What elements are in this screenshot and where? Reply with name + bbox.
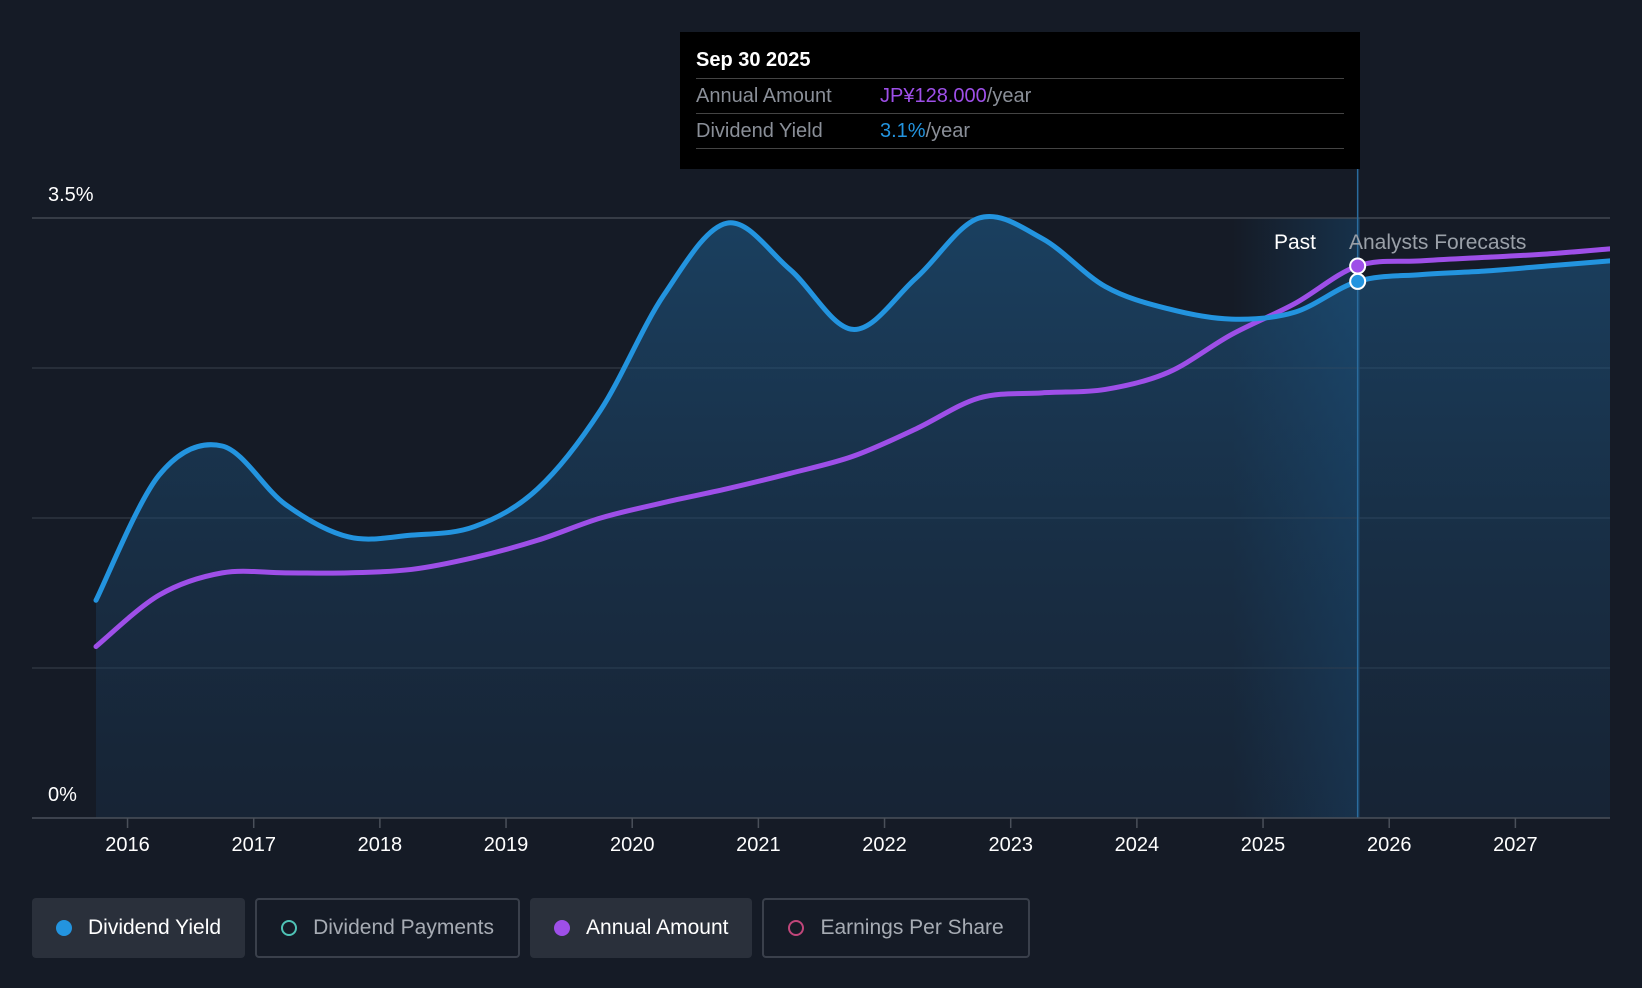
dividend-yield-dot-icon — [56, 920, 72, 936]
legend-dividend-payments[interactable]: Dividend Payments — [255, 898, 521, 958]
legend-label: Dividend Payments — [313, 916, 495, 939]
y-tick-label-bottom: 0% — [48, 784, 77, 806]
dividend-chart: 2016 2017 2018 2019 2020 2021 2022 2023 2024 2025… — [32, 169, 1610, 856]
legend-earnings-per-share[interactable]: Earnings Per Share — [762, 898, 1030, 958]
x-tick-label: 2026 — [1367, 834, 1412, 856]
x-tick-label: 2022 — [862, 834, 907, 856]
legend-label: Earnings Per Share — [820, 916, 1004, 939]
legend-label: Annual Amount — [586, 916, 729, 939]
x-tick-label: 2017 — [231, 834, 276, 856]
x-tick-label: 2019 — [484, 834, 529, 856]
x-axis-ticks: 2016 2017 2018 2019 2020 2021 2022 2023 2024 2025… — [105, 818, 1538, 856]
x-tick-label: 2027 — [1493, 834, 1538, 856]
tooltip-date: Sep 30 2025 — [696, 46, 1344, 79]
tooltip-row-annual-amount: Annual Amount JP¥128.000 /year — [696, 79, 1344, 114]
tooltip-row-dividend-yield: Dividend Yield 3.1% /year — [696, 114, 1344, 149]
legend: Dividend Yield Dividend Payments Annual … — [32, 898, 1030, 958]
legend-dividend-yield[interactable]: Dividend Yield — [32, 898, 246, 958]
tooltip-unit: /year — [986, 85, 1032, 107]
annual-amount-marker — [1349, 257, 1367, 275]
past-label: Past — [1274, 231, 1316, 254]
dividend-payments-dot-icon — [281, 920, 298, 936]
dividend-yield-area — [96, 216, 1610, 818]
tooltip-label: Annual Amount — [696, 85, 832, 107]
forecast-label: Analysts Forecasts — [1349, 231, 1526, 254]
x-tick-label: 2021 — [736, 834, 781, 856]
x-tick-label: 2024 — [1115, 834, 1160, 856]
x-tick-label: 2023 — [988, 834, 1033, 856]
tooltip-unit: /year — [925, 120, 971, 142]
dividend-yield-marker — [1349, 272, 1367, 290]
x-tick-label: 2016 — [105, 834, 150, 856]
tooltip-label: Dividend Yield — [696, 120, 823, 142]
dividend-yield-line — [93, 214, 1610, 603]
earnings-per-share-dot-icon — [788, 920, 805, 936]
tooltip: Sep 30 2025 Annual Amount JP¥128.000 /ye… — [680, 32, 1360, 169]
tooltip-value: 3.1% — [880, 120, 926, 142]
legend-label: Dividend Yield — [88, 916, 222, 939]
legend-annual-amount[interactable]: Annual Amount — [530, 898, 753, 958]
x-tick-label: 2025 — [1241, 834, 1286, 856]
annual-amount-dot-icon — [554, 920, 571, 936]
y-tick-label-top: 3.5% — [48, 184, 94, 206]
tooltip-value: JP¥128.000 — [880, 85, 987, 107]
x-tick-label: 2018 — [358, 834, 403, 856]
x-tick-label: 2020 — [610, 834, 655, 856]
